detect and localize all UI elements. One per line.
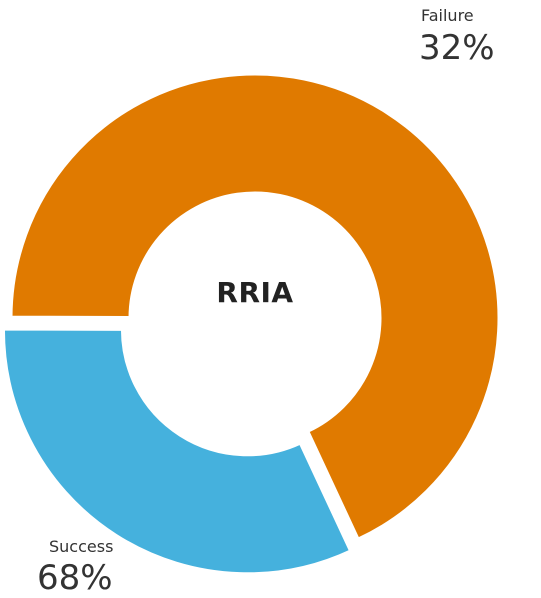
- donut-slice-success: [9, 72, 501, 542]
- slice-value-success: 68%: [37, 558, 113, 598]
- slice-label-success: Success: [49, 537, 114, 556]
- slice-value-failure: 32%: [419, 28, 495, 68]
- center-label: RRIA: [216, 276, 294, 309]
- donut-slice-failure: [1, 327, 353, 576]
- slice-label-failure: Failure: [421, 6, 474, 25]
